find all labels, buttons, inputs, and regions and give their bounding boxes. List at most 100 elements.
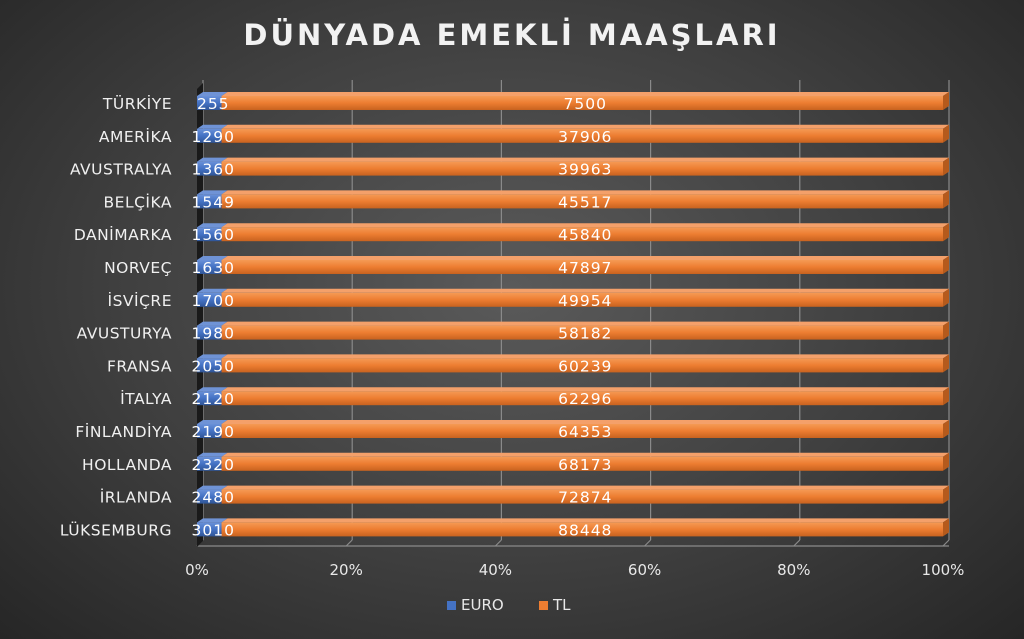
- bar-tl-top: [221, 223, 950, 228]
- data-label-euro: 1980: [192, 325, 235, 343]
- data-label-euro: 1360: [192, 161, 235, 179]
- data-label-tl: 7500: [564, 95, 607, 113]
- bar-tl: [221, 292, 943, 307]
- legend-swatch-euro: [447, 601, 456, 610]
- bar-tl-top: [221, 92, 950, 96]
- left-wall: [197, 83, 203, 547]
- category-label: TÜRKİYE: [102, 94, 172, 113]
- bar-euro: [197, 391, 222, 406]
- data-label-euro: 1700: [192, 292, 235, 310]
- category-label: AVUSTURYA: [77, 325, 172, 343]
- bar-tl-side: [943, 485, 949, 504]
- data-labels: 255 7500 1290 37906 1360 39963 1549 45517 1560 45…: [192, 95, 612, 539]
- bar-tl-side: [943, 92, 949, 110]
- bar-tl-side: [943, 124, 949, 143]
- x-tick-label: 20%: [330, 561, 363, 579]
- category-label: NORVEÇ: [104, 259, 172, 277]
- bar-tl-side: [943, 288, 949, 307]
- data-label-euro: 1290: [192, 128, 235, 146]
- data-label-euro: 2480: [192, 489, 235, 507]
- bar-tl: [221, 161, 943, 176]
- bar-tl-top: [221, 321, 950, 326]
- bar-tl-top: [221, 518, 949, 523]
- bar-tl: [221, 424, 943, 438]
- bar-tl: [221, 325, 944, 340]
- category-label: AMERİKA: [99, 127, 172, 146]
- bar-euro-top: [197, 518, 228, 523]
- bar-tl-top: [221, 387, 950, 392]
- bar-euro-top: [197, 288, 228, 293]
- bar-tl-top: [221, 354, 949, 359]
- category-label: İTALYA: [120, 389, 172, 408]
- bar-euro: [197, 227, 222, 242]
- bar-euro: [197, 522, 222, 537]
- bar-euro-top: [197, 485, 228, 490]
- category-label: İRLANDA: [100, 488, 172, 507]
- bar-euro: [197, 260, 222, 274]
- data-label-tl: 60239: [558, 357, 612, 375]
- data-label-tl: 72874: [558, 489, 612, 507]
- data-label-euro: 1560: [192, 226, 235, 244]
- bar-tl-side: [943, 223, 949, 242]
- gridline-foot: [494, 539, 502, 547]
- bar-euro-top: [197, 387, 228, 392]
- data-label-euro: 3010: [192, 521, 235, 539]
- gridline-foot: [793, 539, 801, 547]
- bar-euro: [197, 96, 222, 110]
- bar-tl-side: [943, 387, 949, 406]
- category-label: FİNLANDİYA: [75, 422, 172, 441]
- data-label-tl: 68173: [558, 456, 612, 474]
- bar-euro-top: [197, 321, 228, 326]
- bar-tl-side: [943, 157, 949, 176]
- legend-label-tl: TL: [552, 596, 571, 614]
- data-label-tl: 39963: [558, 161, 612, 179]
- gridline-foot: [942, 539, 950, 547]
- data-label-euro: 1549: [192, 193, 235, 211]
- category-labels: TÜRKİYE AMERİKA AVUSTRALYA BELÇİKA DANİMARKA…: [60, 94, 172, 539]
- bar-euro-top: [197, 124, 228, 129]
- data-label-euro: 2320: [192, 456, 235, 474]
- bar-tl-top: [221, 485, 949, 490]
- bars: [197, 92, 950, 537]
- bar-tl: [221, 194, 944, 209]
- bar-tl: [221, 489, 943, 504]
- bar-euro-top: [197, 190, 228, 195]
- bar-euro-top: [197, 354, 228, 359]
- data-label-euro: 2190: [192, 423, 235, 441]
- x-tick-label: 40%: [479, 561, 512, 579]
- bar-euro-top: [197, 92, 228, 96]
- data-label-tl: 45840: [558, 226, 612, 244]
- category-label: BELÇİKA: [104, 192, 172, 211]
- data-label-tl: 37906: [558, 128, 612, 146]
- data-label-euro: 255: [197, 95, 230, 113]
- category-label: FRANSA: [107, 357, 172, 375]
- bar-tl: [221, 96, 944, 110]
- bar-tl-side: [943, 354, 949, 373]
- category-label: HOLLANDA: [82, 456, 172, 474]
- data-label-euro: 1630: [192, 259, 235, 277]
- bar-euro-top: [197, 223, 228, 228]
- bar-euro-top: [197, 452, 228, 457]
- x-tick-label: 0%: [185, 561, 209, 579]
- bar-tl-top: [221, 256, 949, 260]
- bar-euro: [197, 325, 222, 340]
- bar-tl-side: [943, 518, 949, 537]
- bar-tl-top: [221, 190, 950, 195]
- bar-tl: [221, 522, 943, 537]
- bar-tl-top: [221, 288, 949, 293]
- bar-tl: [221, 358, 943, 373]
- x-tick-label: 60%: [628, 561, 661, 579]
- bar-tl-side: [943, 321, 949, 340]
- data-label-tl: 88448: [558, 521, 612, 539]
- x-axis-ticks: 0% 20% 40% 60% 80% 100%: [185, 561, 964, 579]
- bar-euro: [197, 358, 222, 373]
- x-tick-label: 80%: [777, 561, 810, 579]
- bar-tl-top: [221, 420, 949, 424]
- bar-tl: [221, 391, 944, 406]
- bar-euro: [197, 128, 222, 143]
- bar-euro-top: [197, 420, 228, 424]
- bar-tl: [221, 227, 944, 242]
- data-label-tl: 47897: [558, 259, 612, 277]
